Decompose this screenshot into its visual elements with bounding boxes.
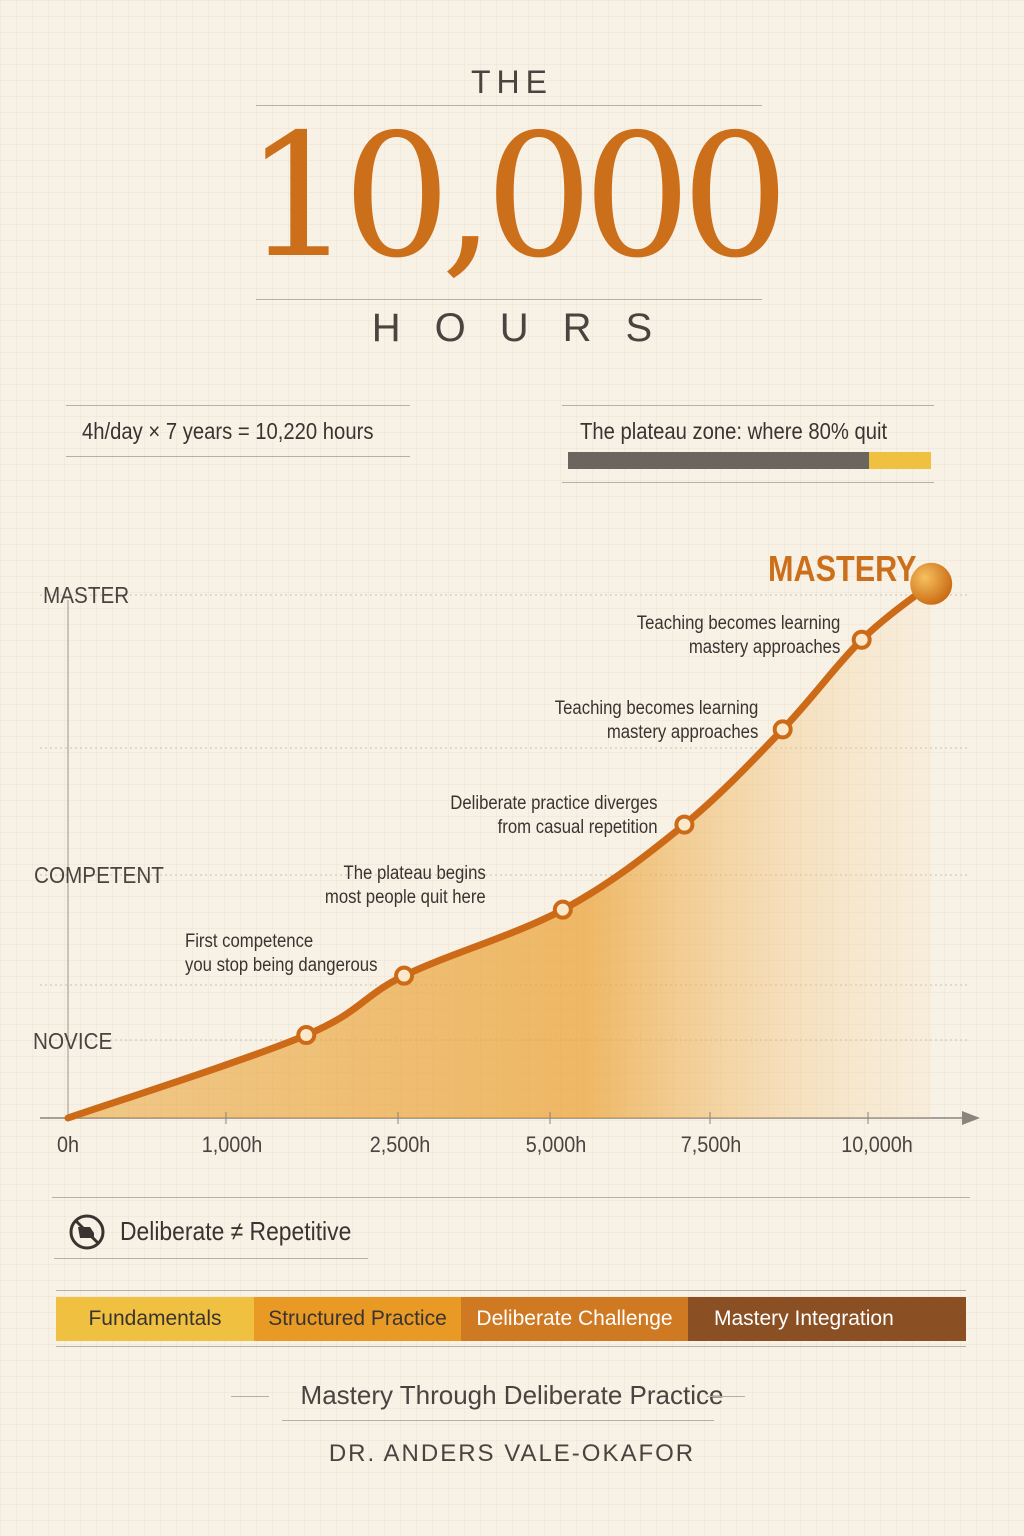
area-fill bbox=[68, 583, 932, 1118]
author: DR. ANDERS VALE-OKAFOR bbox=[328, 1440, 696, 1467]
no-repetition-icon bbox=[69, 1214, 105, 1250]
divider bbox=[562, 482, 934, 483]
tagline: Mastery Through Deliberate Practice bbox=[300, 1380, 724, 1410]
phase-mastery-integration: Mastery Integration bbox=[688, 1297, 966, 1341]
annotation-1: First competence you stop being dangerous bbox=[185, 931, 378, 976]
phase-deliberate-challenge: Deliberate Challenge bbox=[461, 1297, 688, 1341]
x-tick: 2,500h bbox=[369, 1132, 431, 1157]
milestone-point bbox=[296, 1025, 317, 1046]
divider bbox=[56, 1346, 966, 1347]
divider bbox=[231, 1396, 269, 1397]
formula-stat: 4h/day × 7 years = 10,220 hours bbox=[82, 418, 374, 444]
x-tick: 1,000h bbox=[201, 1132, 263, 1157]
level-master: MASTER bbox=[43, 582, 130, 608]
level-novice: NOVICE bbox=[33, 1028, 113, 1054]
annotation-4: Teaching becomes learning mastery approac… bbox=[554, 698, 758, 743]
plateau-progress-fill bbox=[568, 452, 870, 469]
divider bbox=[52, 1197, 970, 1198]
annotation-2: The plateau begins most people quit here bbox=[325, 863, 486, 908]
pre-title: THE bbox=[471, 64, 553, 100]
x-tick: 10,000h bbox=[841, 1132, 913, 1157]
milestone-point bbox=[772, 719, 793, 740]
level-competent: COMPETENT bbox=[34, 862, 164, 888]
x-tick: 5,000h bbox=[525, 1132, 587, 1157]
divider bbox=[66, 405, 410, 406]
divider bbox=[562, 405, 934, 406]
x-tick: 7,500h bbox=[680, 1132, 742, 1157]
peak-label: MASTERY bbox=[768, 548, 917, 589]
divider bbox=[54, 1258, 368, 1259]
plateau-stat: The plateau zone: where 80% quit bbox=[580, 418, 888, 444]
milestone-point bbox=[851, 629, 872, 650]
divider bbox=[66, 456, 410, 457]
milestone-point bbox=[674, 814, 695, 835]
growth-chart bbox=[40, 562, 980, 1125]
main-title: 10,000 bbox=[244, 98, 790, 296]
plateau-progress-bar bbox=[568, 452, 931, 469]
phase-structured-practice: Structured Practice bbox=[254, 1297, 461, 1341]
principle-text: Deliberate ≠ Repetitive bbox=[120, 1216, 352, 1246]
milestone-point bbox=[552, 899, 573, 920]
milestone-point bbox=[394, 965, 415, 986]
divider bbox=[282, 1420, 714, 1421]
phase-fundamentals: Fundamentals bbox=[56, 1297, 254, 1341]
x-axis-arrow-icon bbox=[962, 1111, 980, 1125]
x-tick: 0h bbox=[56, 1132, 80, 1157]
divider bbox=[256, 105, 762, 106]
annotation-5: Teaching becomes learning mastery approac… bbox=[636, 613, 840, 658]
divider bbox=[707, 1396, 745, 1397]
mastery-point bbox=[910, 562, 953, 605]
divider bbox=[256, 299, 762, 300]
divider bbox=[56, 1290, 966, 1291]
subtitle: HOURS bbox=[371, 306, 687, 350]
annotation-3: Deliberate practice diverges from casual … bbox=[450, 793, 658, 838]
